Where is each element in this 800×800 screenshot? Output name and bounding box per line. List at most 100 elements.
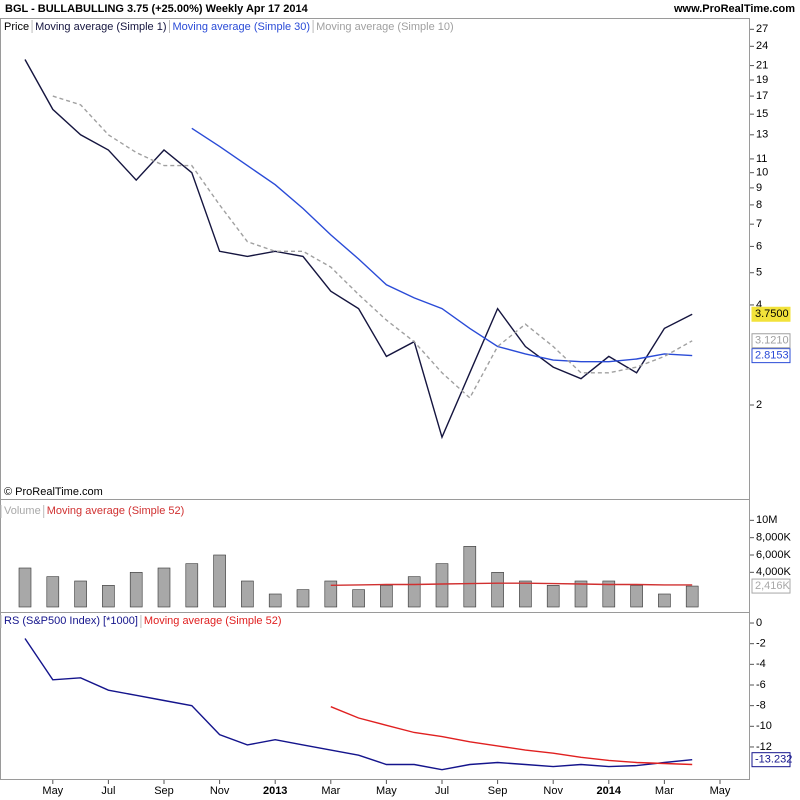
bar [519,580,532,608]
legend-entry: Moving average (Simple 52) [144,615,282,627]
bar [129,572,143,608]
y-tick-label: -4 [756,658,766,670]
y-tick-label: 5 [756,267,762,279]
bar [268,593,282,608]
y-tick-label: -12 [756,741,772,753]
y-tick-label: 19 [756,74,768,86]
y-tick-label: 24 [756,40,768,52]
bar [435,563,449,608]
legend-entry: Moving average (Simple 30) [173,21,311,33]
y-tick-label: 10M [756,514,777,526]
bar [102,585,115,608]
x-tick-label: Sep [488,785,508,797]
series [24,638,693,771]
y-tick-label: 27 [756,23,768,35]
y-tick-label: 8 [756,199,762,211]
y-tick-label: 4,000K [756,566,792,578]
y-tick-label: 2 [756,399,762,411]
y-tick-label: -8 [756,700,766,712]
last-value-label: 2,416K [755,580,791,592]
y-tick-label: -6 [756,679,766,691]
y-tick-label: 0 [756,617,762,629]
bar [46,576,60,608]
bar [213,554,226,608]
x-tick-label: Mar [655,785,674,797]
last-value-label: 2.8153 [755,350,789,362]
bar [296,589,310,608]
y-tick-label: 10 [756,167,768,179]
last-value-box [751,752,791,768]
bar [407,576,421,608]
bar [74,580,87,608]
x-tick-label: Nov [543,785,563,797]
y-tick-label: 11 [756,153,767,165]
x-tick-label: Nov [210,785,230,797]
y-tick-label: 7 [756,218,762,230]
series [24,59,693,440]
last-value-box [751,306,791,322]
series-line [191,127,693,363]
x-tick-label: Sep [154,785,174,797]
series-line [330,706,693,766]
site: www.ProRealTime.com [673,3,795,15]
series-line [52,95,693,400]
frames [0,18,750,780]
bar [574,580,588,608]
series [330,706,693,766]
y-tick-label: -10 [756,720,772,732]
last-value-box [751,348,791,364]
bar [18,567,32,608]
y-tick-label: 8,000K [756,532,792,544]
last-value-label: -13.232 [755,754,792,766]
bar [324,580,338,608]
series [191,127,693,363]
y-tick-label: 4 [756,299,762,311]
x-tick-label: Jul [435,785,449,797]
legend-entry: RS (S&P500 Index) [*1000] [4,615,138,627]
series [330,582,693,586]
last-value-box [751,578,791,594]
y-tick-label: 13 [756,129,768,141]
legend-entry: Moving average (Simple 10) [316,21,454,33]
last-value-box [751,333,791,349]
y-tick-label: 21 [756,59,768,71]
x-tick-label: 2014 [597,785,622,797]
series-line [330,582,693,586]
bar [602,580,616,608]
bar [380,585,393,608]
y-tick-label: 6,000K [756,549,792,561]
y-tick-label: 9 [756,182,762,194]
x-tick-label: May [42,785,63,797]
legend-label: Price [4,21,29,33]
last-value-label: 3.1210 [755,335,789,347]
bar [658,593,671,608]
bar [685,585,699,608]
y-tick-label: 15 [756,108,768,120]
bar [463,546,477,608]
y-tick-label: 17 [756,90,768,102]
series [52,95,693,400]
bar [546,585,560,608]
x-tick-label: Jul [101,785,115,797]
x-tick-label: May [376,785,397,797]
bar [352,589,365,608]
legend-entry: Moving average (Simple 52) [47,505,185,517]
bar [491,572,504,608]
bar [185,563,199,608]
y-tick-label: -2 [756,638,766,650]
x-tick-label: Mar [321,785,340,797]
legend-entry: Moving average (Simple 1) [35,21,166,33]
series-line [24,59,693,440]
bar [157,567,171,608]
series-line [24,638,693,771]
legend-entry: Volume [4,505,41,517]
bar [241,580,254,608]
x-tick-label: May [710,785,731,797]
copyright: © ProRealTime.com [4,486,103,498]
x-tick-label: 2013 [263,785,287,797]
y-tick-label: 6 [756,240,762,252]
series [18,546,699,608]
chart-title: BGL - BULLABULLING 3.75 (+25.00%) Weekly… [5,3,309,15]
